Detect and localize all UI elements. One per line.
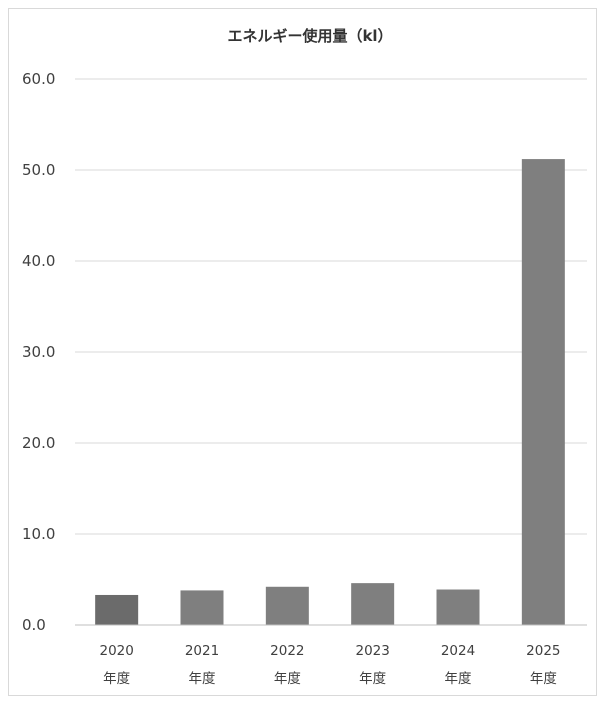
x-tick-label-year: 2020 — [99, 643, 133, 659]
x-tick-label-year: 2023 — [355, 643, 389, 659]
x-tick-label-year: 2022 — [270, 643, 304, 659]
x-tick-label-year: 2024 — [441, 643, 475, 659]
y-tick-label: 0.0 — [22, 616, 46, 634]
y-tick-label: 40.0 — [22, 252, 55, 270]
bar-2024 — [436, 589, 480, 625]
y-axis-ticks: 0.0 10.0 20.0 30.0 40.0 50.0 60.0 — [22, 70, 55, 634]
x-tick-label-year: 2021 — [185, 643, 219, 659]
x-tick-label-suffix: 年度 — [359, 671, 386, 687]
x-tick-label-year: 2025 — [526, 643, 560, 659]
x-tick-label-suffix: 年度 — [274, 671, 301, 687]
chart-title: エネルギー使用量（kl） — [227, 27, 392, 45]
y-tick-label: 20.0 — [22, 434, 55, 452]
y-tick-label: 50.0 — [22, 161, 55, 179]
bar-2020 — [95, 594, 139, 625]
x-tick-label-suffix: 年度 — [189, 671, 216, 687]
y-tick-label: 30.0 — [22, 343, 55, 361]
bar-2021 — [180, 590, 224, 625]
bar-2023 — [351, 583, 395, 625]
bar-2025 — [521, 159, 565, 625]
bar-2022 — [265, 586, 309, 625]
x-tick-label-suffix: 年度 — [530, 671, 557, 687]
y-tick-label: 60.0 — [22, 70, 55, 88]
bars — [95, 159, 565, 625]
y-tick-label: 10.0 — [22, 525, 55, 543]
gridlines — [75, 78, 587, 535]
x-tick-label-suffix: 年度 — [445, 671, 472, 687]
x-axis-ticks: 2020 年度 2021 年度 2022 年度 2023 年度 2024 年度 2025 年度 — [99, 643, 560, 687]
x-tick-label-suffix: 年度 — [103, 671, 130, 687]
